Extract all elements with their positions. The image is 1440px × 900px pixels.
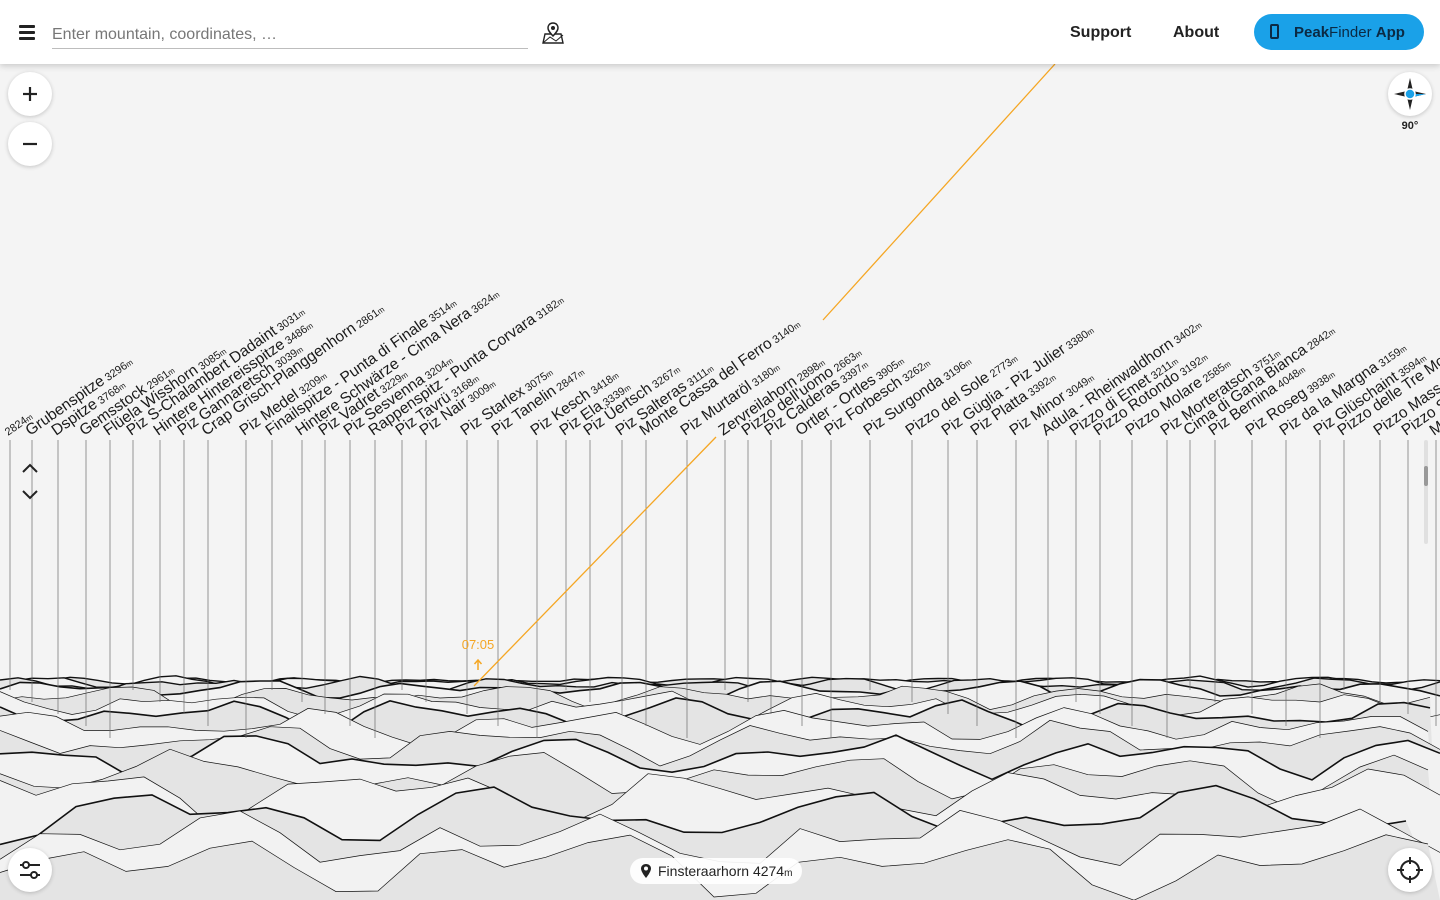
peak-unit: m xyxy=(218,347,229,358)
chevron-up-icon[interactable] xyxy=(22,463,38,473)
terrain-ridges xyxy=(0,675,1440,900)
peak-unit: m xyxy=(1085,326,1096,337)
peak-unit: m xyxy=(124,358,135,369)
top-bar: Support About PeakFinder App xyxy=(0,0,1440,64)
settings-button[interactable] xyxy=(8,848,52,892)
peak-unit: m xyxy=(24,412,35,423)
peak-unit: m xyxy=(922,359,933,370)
terrain-layer xyxy=(0,834,1440,900)
zoom-out-button[interactable] xyxy=(8,122,52,166)
zoom-in-button[interactable] xyxy=(8,72,52,116)
vertical-scrollbar[interactable] xyxy=(1424,440,1428,544)
peak-unit: m xyxy=(576,368,587,379)
location-elevation: 4274 xyxy=(752,863,785,879)
scrollbar-thumb[interactable] xyxy=(1424,466,1428,486)
peak-unit: m xyxy=(1169,357,1180,368)
peak-unit: m xyxy=(487,379,498,390)
peak-unit: m xyxy=(117,381,128,392)
terrain-ridge xyxy=(0,707,1429,747)
peak-lines xyxy=(9,440,1437,738)
peak-unit: m xyxy=(1193,321,1204,332)
viewpoint-location[interactable]: Finsteraarhorn 4274m xyxy=(630,858,803,884)
peak-unit: m xyxy=(1199,353,1210,364)
tilt-controls xyxy=(10,454,50,510)
sun-path-line xyxy=(822,64,1056,321)
peak-unit: m xyxy=(610,371,621,382)
peak-unit: m xyxy=(1398,344,1409,355)
peak-unit: m xyxy=(816,358,827,369)
peak-unit: m xyxy=(622,383,633,394)
peak-unit: m xyxy=(376,305,387,316)
peak-unit: m xyxy=(1085,373,1096,384)
locate-button[interactable] xyxy=(1388,848,1432,892)
peak-unit: m xyxy=(771,363,782,374)
plus-icon xyxy=(23,87,37,101)
peak-unit: m xyxy=(963,357,974,368)
peak-unit: m xyxy=(166,366,177,377)
peak-unit: m xyxy=(1326,370,1337,381)
peak-unit: m xyxy=(555,296,566,307)
peak-unit: m xyxy=(1009,354,1020,365)
location-unit: m xyxy=(784,868,793,879)
peak-unit: m xyxy=(1272,349,1283,360)
peak-unit: m xyxy=(1222,359,1233,370)
peak-unit: m xyxy=(860,360,871,371)
phone-icon xyxy=(1270,24,1279,39)
location-pin-icon xyxy=(641,864,651,878)
terrain-ridge xyxy=(0,734,1440,781)
peak-unit: m xyxy=(304,321,315,332)
peak-unit: m xyxy=(448,299,459,310)
peak-unit: m xyxy=(853,348,864,359)
peak-unit: m xyxy=(294,345,305,356)
peak-unit: m xyxy=(1327,326,1338,337)
crosshair-icon xyxy=(1397,857,1423,883)
compass-heading: 90° xyxy=(1401,120,1419,132)
compass-icon xyxy=(1394,78,1426,110)
peakfinder-app-button[interactable]: PeakFinder App xyxy=(1254,14,1424,50)
peak-unit: m xyxy=(895,357,906,368)
peak-unit: m xyxy=(671,365,682,376)
peak-unit: m xyxy=(399,370,410,381)
support-link[interactable]: Support xyxy=(1070,24,1132,41)
peak-unit: m xyxy=(1047,373,1058,384)
compass-button[interactable] xyxy=(1388,72,1432,116)
sun-arrow-icon xyxy=(473,658,483,670)
peak-unit: m xyxy=(296,308,307,319)
peak-unit: m xyxy=(705,364,716,375)
app-button-label: PeakFinder App xyxy=(1294,24,1405,41)
map-pin-icon[interactable] xyxy=(540,20,566,46)
search-input[interactable] xyxy=(52,22,528,49)
peak-unit: m xyxy=(491,290,502,301)
peak-unit: m xyxy=(471,374,482,385)
sun-path-line xyxy=(473,436,717,687)
peak-unit: m xyxy=(1296,365,1307,376)
menu-icon[interactable] xyxy=(16,22,40,42)
sun-time-label: 07:05 xyxy=(462,637,495,652)
terrain-ridge xyxy=(0,834,1429,900)
peak-unit: m xyxy=(544,368,555,379)
terrain-ridge xyxy=(0,697,1431,734)
peak-unit: m xyxy=(792,320,803,331)
minus-icon xyxy=(23,142,37,146)
chevron-down-icon[interactable] xyxy=(22,490,38,500)
peak-unit: m xyxy=(318,371,329,382)
location-name: Finsteraarhorn xyxy=(658,863,750,879)
sliders-icon xyxy=(20,861,40,879)
peak-unit: m xyxy=(444,356,455,367)
about-link[interactable]: About xyxy=(1173,24,1220,41)
terrain-ridge xyxy=(0,748,1429,810)
peak-unit: m xyxy=(1418,354,1429,365)
terrain-ridge xyxy=(0,683,1431,711)
